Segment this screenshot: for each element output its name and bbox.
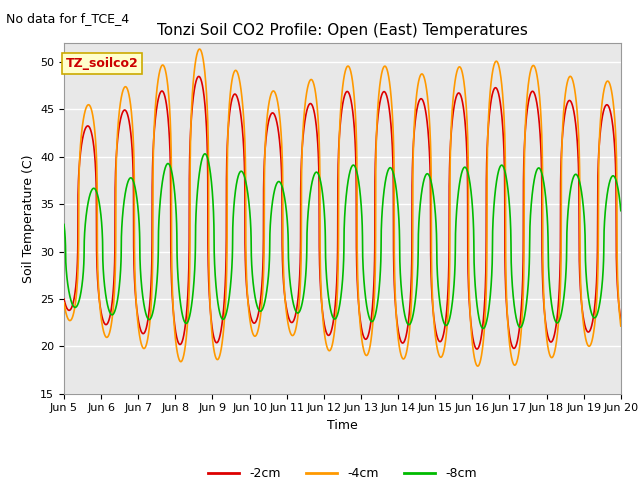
-4cm [474, 363, 481, 369]
-4cm [594, 280, 602, 286]
-8cm [479, 325, 487, 331]
Line: -8cm: -8cm [64, 154, 621, 328]
-8cm [617, 208, 625, 214]
Text: No data for f_TCE_4: No data for f_TCE_4 [6, 12, 129, 25]
-2cm [617, 317, 625, 323]
Y-axis label: Soil Temperature (C): Soil Temperature (C) [22, 154, 35, 283]
-8cm [467, 189, 475, 195]
-2cm [594, 243, 602, 249]
-2cm [324, 332, 332, 338]
-2cm [60, 296, 68, 302]
-8cm [594, 310, 602, 316]
-8cm [324, 286, 332, 292]
-8cm [60, 222, 68, 228]
-4cm [196, 46, 204, 52]
-4cm [324, 346, 332, 351]
-8cm [250, 281, 257, 287]
-4cm [587, 342, 595, 348]
-8cm [201, 151, 209, 156]
-4cm [60, 300, 68, 306]
Line: -4cm: -4cm [64, 49, 621, 366]
-2cm [195, 73, 203, 79]
-4cm [483, 258, 491, 264]
Title: Tonzi Soil CO2 Profile: Open (East) Temperatures: Tonzi Soil CO2 Profile: Open (East) Temp… [157, 23, 528, 38]
-4cm [250, 332, 257, 337]
-2cm [483, 155, 491, 160]
Line: -2cm: -2cm [64, 76, 621, 349]
-2cm [250, 320, 257, 325]
-2cm [467, 322, 475, 327]
X-axis label: Time: Time [327, 419, 358, 432]
-4cm [617, 323, 625, 329]
-8cm [587, 307, 595, 313]
-2cm [473, 346, 481, 352]
-8cm [483, 317, 491, 323]
-4cm [467, 325, 475, 331]
Legend: -2cm, -4cm, -8cm: -2cm, -4cm, -8cm [204, 462, 481, 480]
Text: TZ_soilco2: TZ_soilco2 [66, 57, 139, 70]
-2cm [587, 326, 595, 332]
